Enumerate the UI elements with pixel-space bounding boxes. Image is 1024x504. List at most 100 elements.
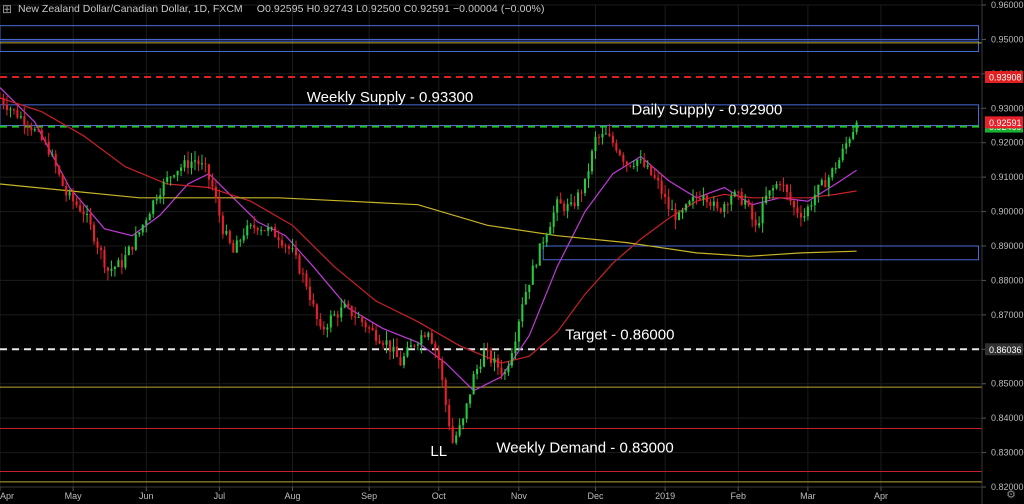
candle-body — [375, 330, 378, 341]
candle-body — [308, 286, 311, 301]
candle-body — [517, 321, 520, 342]
candle-body — [180, 167, 183, 171]
chart-header: ⊞ New Zealand Dollar/Canadian Dollar, 1D… — [0, 0, 545, 18]
candle-body — [378, 340, 381, 344]
candle-body — [239, 240, 242, 242]
candle-body — [225, 230, 228, 235]
candle-body — [392, 346, 395, 352]
candle-body — [855, 122, 858, 133]
candle-body — [86, 213, 89, 215]
candle-body — [106, 267, 109, 271]
candle-body — [465, 403, 468, 419]
zone-box[interactable] — [542, 245, 980, 261]
time-axis[interactable]: Apr May Jun Jul Aug Sep Oct Nov Dec 2019 Feb Mar Apr — [0, 486, 982, 501]
candle-body — [416, 344, 419, 346]
candle-body — [482, 350, 486, 367]
candle-body — [632, 165, 635, 167]
candle-body — [441, 360, 444, 380]
ma-line-mid — [0, 97, 857, 364]
price-tick-label: 0.90000 — [991, 207, 1024, 217]
candle-body — [274, 227, 277, 238]
candle-body — [329, 315, 332, 328]
candle-body — [674, 209, 677, 220]
annotation-label[interactable]: Weekly Demand - 0.83000 — [496, 440, 673, 457]
candle-body — [204, 163, 207, 165]
candle-body — [113, 267, 116, 269]
candle-body — [521, 304, 524, 322]
candle-body — [26, 124, 29, 127]
candle-body — [688, 201, 691, 205]
symbol-title[interactable]: New Zealand Dollar/Canadian Dollar, 1D, … — [18, 3, 243, 15]
candle-body — [253, 224, 256, 229]
annotation-label[interactable]: Daily Supply - 0.92900 — [631, 101, 782, 118]
candle-body — [684, 204, 688, 211]
candle-body — [340, 307, 343, 318]
candle-body — [413, 345, 416, 347]
candle-body — [242, 235, 245, 241]
candle-body — [141, 224, 144, 233]
price-tick-label: 0.93000 — [991, 103, 1024, 113]
candle-body — [19, 116, 22, 118]
annotation-label[interactable]: Weekly Supply - 0.93300 — [307, 89, 474, 106]
candle-body — [559, 199, 562, 204]
price-tick-label: 0.95000 — [991, 34, 1024, 44]
candle-body — [51, 153, 54, 155]
candle-body — [653, 175, 656, 178]
candle-body — [472, 374, 475, 395]
candle-body — [681, 210, 684, 213]
candle-body — [716, 201, 719, 209]
price-axis[interactable]: 0.960000.950000.940000.930000.920000.910… — [981, 0, 1024, 504]
zone-box[interactable] — [0, 40, 980, 52]
candle-body — [72, 192, 75, 202]
zone-box[interactable] — [0, 25, 980, 40]
candle-body — [458, 425, 461, 436]
candle-body — [643, 159, 646, 167]
candle-body — [740, 192, 743, 205]
crosshair-plus-icon[interactable]: ⊞ — [1, 2, 13, 16]
ohlc-readout: O0.92595 H0.92743 L0.92500 C0.92591 −0.0… — [256, 3, 545, 15]
candle-body — [246, 225, 249, 236]
candle-body — [281, 240, 284, 246]
time-tick-label: Apr — [874, 491, 888, 501]
candle-body — [848, 139, 851, 144]
annotation-label[interactable]: LL — [430, 443, 447, 460]
zone-rectangles[interactable] — [0, 25, 980, 261]
candle-body — [841, 148, 844, 161]
candle-body — [305, 273, 308, 287]
candle-body — [47, 141, 50, 155]
candle-body — [427, 332, 430, 338]
gear-icon[interactable]: ⚙ — [1006, 489, 1016, 501]
annotation-label[interactable]: Target - 0.86000 — [565, 327, 674, 344]
price-tick-label: 0.83000 — [991, 448, 1024, 458]
candle-body — [444, 379, 447, 405]
annotations[interactable]: Weekly Supply - 0.93300 Daily Supply - 0.… — [307, 89, 783, 460]
candle-body — [298, 255, 301, 274]
ma-line-slow — [0, 183, 857, 257]
candle-body — [315, 304, 318, 319]
horizontal-levels[interactable] — [0, 42, 982, 483]
candle-body — [190, 161, 193, 168]
candle-body — [618, 150, 621, 155]
candle-body — [65, 186, 68, 196]
candle-body — [590, 151, 594, 172]
candle-body — [451, 426, 454, 443]
candle-body — [803, 216, 806, 218]
candle-body — [705, 195, 708, 203]
candle-body — [193, 160, 197, 162]
candle-body — [301, 273, 305, 275]
zone-box[interactable] — [0, 104, 980, 126]
candle-body — [813, 194, 816, 206]
candle-body — [622, 154, 625, 162]
candle-body — [789, 192, 792, 202]
candle-body — [503, 372, 506, 374]
candle-body — [845, 143, 848, 149]
price-tick-label: 0.88000 — [991, 275, 1024, 285]
candle-body — [75, 201, 78, 206]
candle-body — [207, 164, 210, 180]
candle-body — [556, 199, 559, 213]
candle-body — [646, 165, 649, 167]
candle-body — [395, 346, 399, 358]
candle-body — [671, 209, 674, 211]
candle-body — [810, 205, 813, 207]
